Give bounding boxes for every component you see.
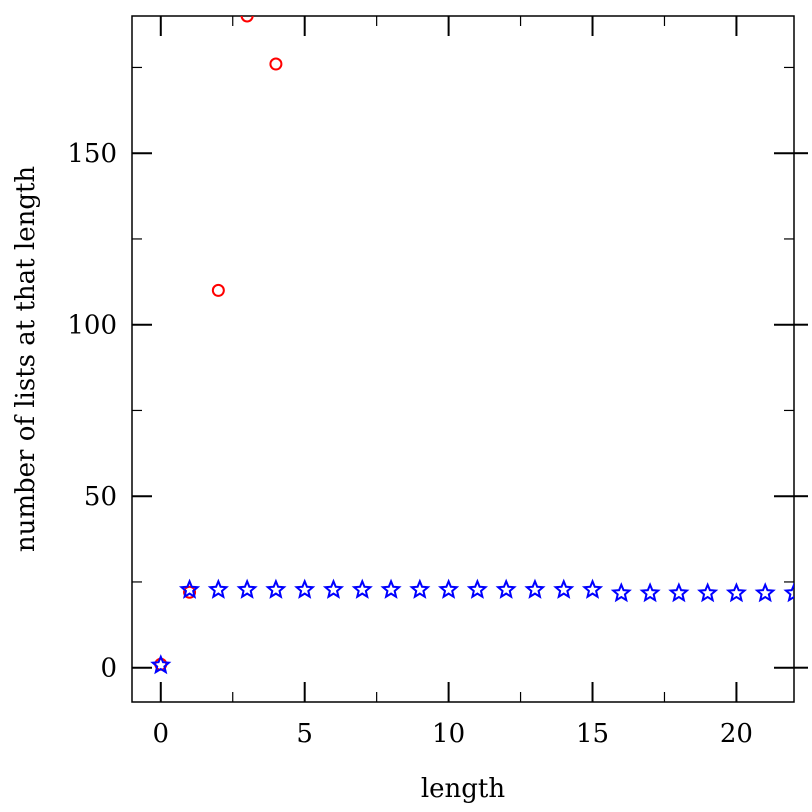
star-point (754, 582, 776, 603)
x-tick-label: 5 (296, 719, 313, 749)
star-point (380, 578, 402, 599)
y-tick-label: 100 (67, 311, 117, 341)
star-point (322, 578, 345, 599)
star-point (294, 578, 316, 599)
star-point (236, 578, 258, 599)
star-point (668, 582, 690, 603)
y-tick-label: 0 (100, 654, 117, 684)
star-point (581, 578, 604, 599)
star-point (783, 582, 794, 603)
x-tick-label: 15 (576, 719, 609, 749)
x-tick-label: 0 (153, 719, 170, 749)
data-points (150, 16, 794, 675)
plot-frame (131, 15, 795, 703)
circle-point (211, 283, 225, 297)
star-point (409, 578, 431, 599)
tick-labels: 0 5 10 15 20 0 50 100 150 (67, 139, 753, 749)
star-point (150, 654, 172, 675)
circle-point (269, 57, 283, 71)
y-axis-title: number of lists at that length (11, 166, 41, 553)
star-point (265, 578, 287, 599)
star-point (553, 578, 575, 599)
circle-point (240, 16, 254, 23)
star-point (524, 578, 546, 599)
star-point (178, 578, 201, 599)
star-point (610, 582, 632, 603)
circle-point (183, 585, 197, 599)
star-point (495, 578, 517, 599)
star-point (639, 582, 661, 603)
star-point (207, 578, 229, 599)
star-point (351, 578, 373, 599)
star-point (438, 578, 460, 599)
star-point (466, 578, 488, 599)
x-tick-label: 10 (432, 719, 465, 749)
x-axis-title: length (421, 774, 506, 804)
star-point (725, 582, 748, 603)
y-tick-label: 50 (84, 482, 117, 512)
star-point (697, 582, 719, 603)
x-tick-label: 20 (720, 719, 753, 749)
y-tick-label: 150 (67, 139, 117, 169)
axis-ticks (132, 16, 808, 702)
